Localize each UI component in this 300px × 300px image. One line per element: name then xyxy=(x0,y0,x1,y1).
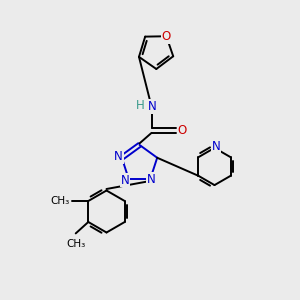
Text: O: O xyxy=(162,30,171,43)
Text: N: N xyxy=(212,140,220,153)
Text: N: N xyxy=(147,172,155,186)
Text: CH₃: CH₃ xyxy=(66,239,85,249)
Text: N: N xyxy=(148,100,157,113)
Text: N: N xyxy=(114,150,123,163)
Text: CH₃: CH₃ xyxy=(50,196,69,206)
Text: O: O xyxy=(178,124,187,137)
Text: H: H xyxy=(136,99,145,112)
Text: N: N xyxy=(121,173,129,187)
